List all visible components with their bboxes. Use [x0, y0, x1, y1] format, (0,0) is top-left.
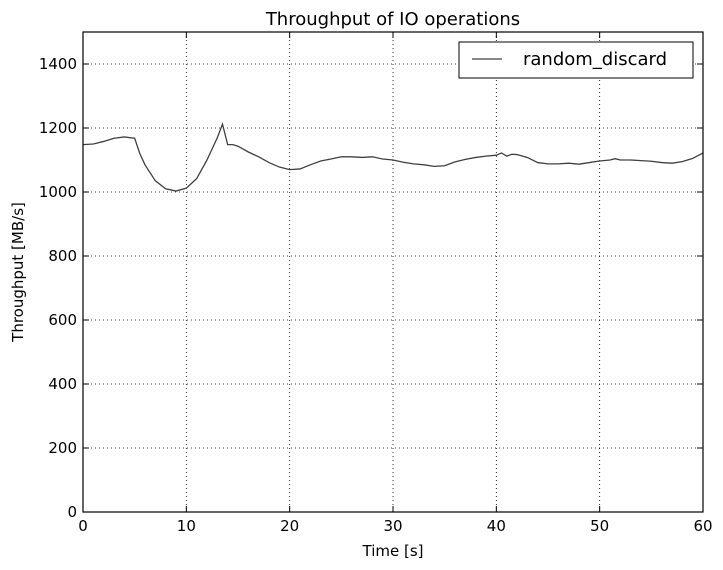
y-tick-label: 400: [48, 375, 77, 393]
y-tick-label: 0: [67, 503, 77, 521]
x-tick-label: 50: [590, 517, 609, 535]
y-tick-label: 200: [48, 439, 77, 457]
y-axis-label: Throughput [MB/s]: [9, 202, 27, 343]
x-tick-label: 10: [177, 517, 196, 535]
grid: [83, 32, 703, 512]
x-tick-label: 40: [487, 517, 506, 535]
legend-label: random_discard: [523, 49, 667, 70]
x-tick-label: 0: [78, 517, 88, 535]
y-tick-label: 600: [48, 311, 77, 329]
y-tick-label: 1400: [39, 55, 77, 73]
x-tick-label: 30: [383, 517, 402, 535]
y-tick-label: 800: [48, 247, 77, 265]
chart-title: Throughput of IO operations: [265, 9, 520, 30]
legend: random_discard: [458, 41, 694, 79]
x-axis-label: Time [s]: [362, 542, 424, 560]
x-tick-label: 60: [693, 517, 712, 535]
series-line-random-discard: [82, 122, 704, 192]
x-tick-label: 20: [280, 517, 299, 535]
plot-frame: [82, 31, 704, 513]
y-tick-label: 1000: [39, 183, 77, 201]
legend-box: [458, 41, 694, 79]
y-tick-label: 1200: [39, 119, 77, 137]
